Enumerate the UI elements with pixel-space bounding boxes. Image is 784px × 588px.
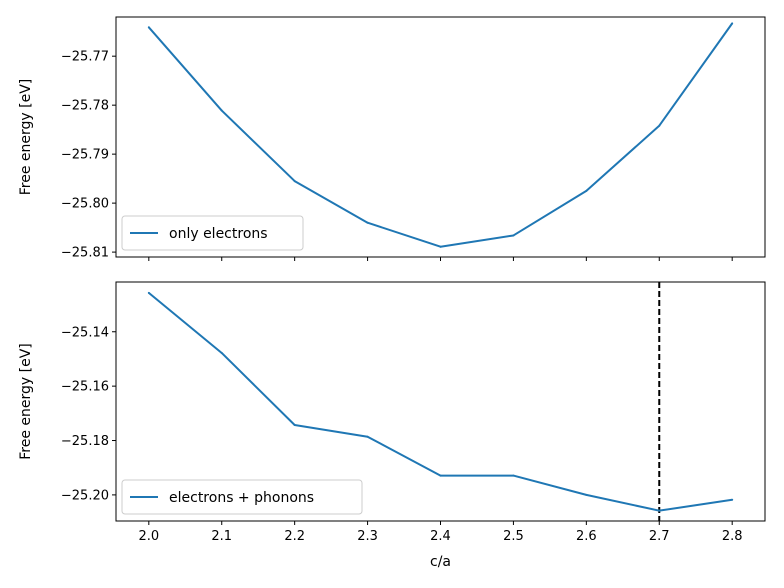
legend-label: only electrons [169,226,268,242]
legend-box [121,215,304,251]
series-line [148,22,734,248]
x-axis-label: c/a [430,554,451,570]
legend-box [121,479,363,515]
y-tick-label: −25.20 [61,488,109,503]
top-subplot: −25.77 −25.78 −25.79 −25.80 −25.81 Free energ… [18,16,766,261]
plot-frame [115,16,766,258]
data-point [366,435,369,438]
x-tick-label: 2.1 [211,529,232,544]
x-tick-label: 2.5 [503,529,524,544]
y-tick-label: −25.14 [61,325,109,340]
y-tick-label: −25.78 [61,99,109,114]
legend: electrons + phonons [121,479,363,515]
data-point [731,498,734,501]
data-point [658,509,661,512]
bottom-subplot: −25.14 −25.16 −25.18 −25.20 2.0 2.1 2.2 2.3 2.4 2… [18,281,766,570]
x-tick-label: 2.7 [649,529,670,544]
plot-frame [115,281,766,522]
data-point [585,189,588,192]
data-point [293,424,296,427]
y-tick-label: −25.18 [61,434,109,449]
x-tick-label: 2.3 [357,529,378,544]
data-point [585,493,588,496]
series-line [148,292,733,512]
data-point [731,22,734,25]
y-tick-label: −25.77 [61,50,109,65]
data-point [512,234,515,237]
data-point [658,124,661,127]
legend: only electrons [121,215,304,251]
y-tick-label: −25.81 [61,246,109,261]
legend-label: electrons + phonons [169,490,314,506]
data-point [366,221,369,224]
y-tick-label: −25.16 [61,380,109,395]
data-point [220,351,223,354]
y-axis-label: Free energy [eV] [18,79,34,196]
data-point [147,26,150,29]
x-tick-label: 2.4 [430,529,451,544]
data-point [220,109,223,112]
data-point [512,474,515,477]
y-axis-label: Free energy [eV] [18,343,34,460]
y-tick-label: −25.79 [61,148,109,163]
x-tick-label: 2.6 [576,529,597,544]
data-point [439,245,442,248]
x-tick-label: 2.8 [722,529,743,544]
x-tick-label: 2.2 [284,529,305,544]
data-point [439,474,442,477]
y-tick-label: −25.80 [61,197,109,212]
x-tick-label: 2.0 [138,529,159,544]
data-point [293,180,296,183]
data-point [147,291,150,294]
